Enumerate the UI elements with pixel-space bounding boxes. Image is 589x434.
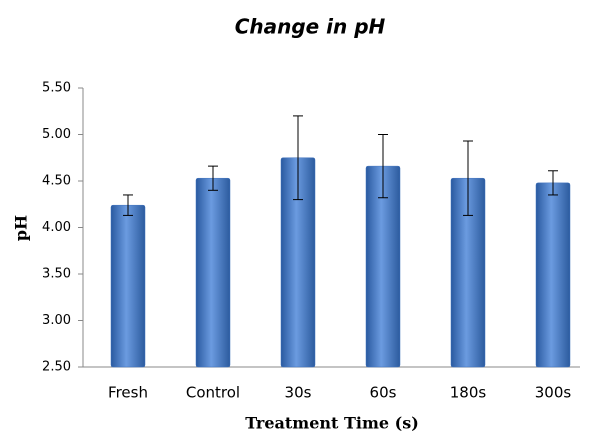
- x-tick-label: 30s: [285, 384, 312, 402]
- error-bar: [378, 134, 388, 199]
- x-tick-label: Control: [186, 384, 240, 402]
- error-bar: [123, 194, 133, 216]
- y-tick-label: 5.50: [42, 81, 71, 96]
- y-tick-label: 4.50: [42, 174, 71, 189]
- error-bar: [548, 170, 558, 196]
- bar: [110, 204, 146, 368]
- y-axis-label: pH: [12, 215, 31, 241]
- y-tick-label: 4.00: [42, 220, 71, 235]
- y-tick-label: 3.50: [42, 267, 71, 282]
- x-tick-label: 300s: [535, 384, 572, 402]
- y-tick-label: 3.00: [42, 313, 71, 328]
- error-bar: [463, 140, 473, 216]
- chart-title: Change in pH: [235, 15, 386, 39]
- y-tick-label: 2.50: [42, 360, 71, 375]
- x-tick-label: 60s: [370, 384, 397, 402]
- x-tick-label: 180s: [450, 384, 487, 402]
- x-tick-label: Fresh: [108, 384, 148, 402]
- bar: [535, 182, 571, 368]
- error-bar: [208, 165, 218, 191]
- error-bar: [293, 115, 303, 201]
- y-tick-label: 5.00: [42, 127, 71, 142]
- x-axis-label: Treatment Time (s): [245, 414, 419, 433]
- bar: [195, 177, 231, 368]
